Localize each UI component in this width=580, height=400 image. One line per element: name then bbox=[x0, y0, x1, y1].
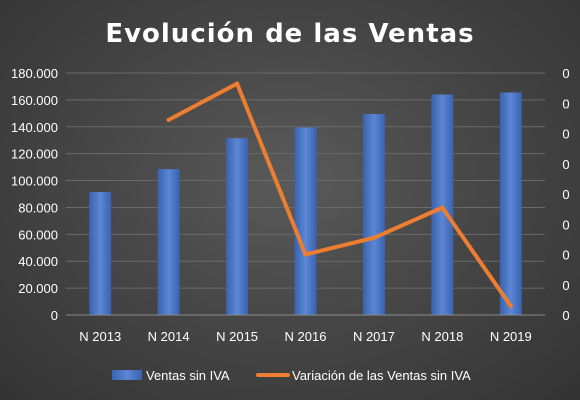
y2-tick-label: 0 bbox=[562, 96, 569, 111]
legend-label-line: Variación de las Ventas sin IVA bbox=[292, 368, 471, 383]
chart-title: Evolución de las Ventas bbox=[105, 19, 474, 49]
line-point bbox=[166, 117, 171, 122]
legend-swatch-bar bbox=[112, 370, 142, 380]
bar bbox=[89, 191, 112, 315]
bar-series bbox=[89, 92, 522, 315]
x-tick-label: N 2019 bbox=[490, 329, 532, 344]
y2-tick-label: 0 bbox=[562, 217, 569, 232]
y-tick-label: 100.000 bbox=[11, 174, 58, 189]
y-tick-label: 80.000 bbox=[18, 200, 58, 215]
y-tick-label: 120.000 bbox=[11, 147, 58, 162]
y-tick-label: 0 bbox=[51, 308, 58, 323]
line-point bbox=[303, 252, 308, 257]
bar bbox=[294, 127, 317, 315]
line-point bbox=[235, 81, 240, 86]
bar bbox=[431, 94, 454, 315]
x-tick-label: N 2017 bbox=[353, 329, 395, 344]
y2-tick-label: 0 bbox=[562, 308, 569, 323]
x-tick-label: N 2014 bbox=[148, 329, 190, 344]
x-tick-label: N 2013 bbox=[79, 329, 121, 344]
y2-tick-label: 0 bbox=[562, 127, 569, 142]
line-point bbox=[508, 303, 513, 308]
bar bbox=[157, 169, 180, 315]
y2-tick-label: 0 bbox=[562, 66, 569, 81]
line-point bbox=[371, 235, 376, 240]
y-tick-label: 20.000 bbox=[18, 281, 58, 296]
y-tick-label: 180.000 bbox=[11, 66, 58, 81]
bar bbox=[226, 138, 249, 315]
x-tick-label: N 2016 bbox=[285, 329, 327, 344]
y-tick-label: 40.000 bbox=[18, 254, 58, 269]
y2-tick-label: 0 bbox=[562, 187, 569, 202]
axes: 0 20.000 40.000 60.000 80.000 100.000 120.000 1… bbox=[11, 66, 570, 344]
y2-tick-label: 0 bbox=[562, 157, 569, 172]
legend-label-bar: Ventas sin IVA bbox=[146, 368, 230, 383]
line-series bbox=[166, 81, 513, 308]
y-tick-label: 60.000 bbox=[18, 227, 58, 242]
legend: Ventas sin IVA Variación de las Ventas si… bbox=[112, 368, 471, 383]
y-tick-label: 160.000 bbox=[11, 93, 58, 108]
y2-tick-label: 0 bbox=[562, 248, 569, 263]
y-tick-label: 140.000 bbox=[11, 120, 58, 135]
line-point bbox=[440, 205, 445, 210]
bar bbox=[362, 114, 385, 315]
bar bbox=[499, 92, 522, 315]
x-tick-label: N 2015 bbox=[216, 329, 258, 344]
line-path bbox=[166, 81, 513, 308]
y2-tick-label: 0 bbox=[562, 278, 569, 293]
x-tick-label: N 2018 bbox=[421, 329, 463, 344]
